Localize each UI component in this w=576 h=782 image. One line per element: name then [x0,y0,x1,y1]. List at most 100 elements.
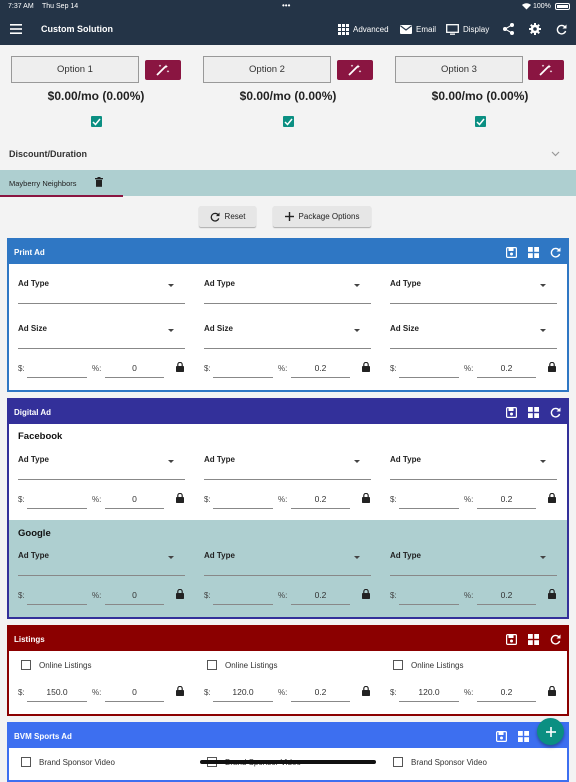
dropdown-caret-icon[interactable] [540,284,546,287]
dropdown-caret-icon[interactable] [354,460,360,463]
email-button[interactable]: Email [400,13,436,45]
ad-type-dropdown[interactable] [18,303,185,304]
online-listings-checkbox[interactable] [21,660,31,670]
dollar-input[interactable] [27,508,87,509]
lock-icon[interactable] [176,685,184,698]
refresh-icon[interactable] [550,634,561,645]
refresh-icon[interactable] [550,247,561,258]
magic-wand-button[interactable] [145,60,181,80]
lock-icon[interactable] [362,685,370,698]
lock-icon[interactable] [362,588,370,601]
menu-icon[interactable] [10,13,22,45]
display-button[interactable]: Display [446,13,489,45]
ad-type-dropdown[interactable] [390,479,557,480]
option-2-checkbox[interactable] [283,116,294,127]
lock-icon[interactable] [548,685,556,698]
dollar-input[interactable] [399,377,459,378]
ad-size-dropdown[interactable] [204,348,371,349]
percent-input[interactable] [291,377,350,378]
grid-icon[interactable] [528,246,539,258]
dropdown-caret-icon[interactable] [540,460,546,463]
dollar-input[interactable] [213,701,273,702]
lock-icon[interactable] [176,361,184,374]
discount-duration-expander[interactable]: Discount/Duration [0,139,576,170]
dropdown-caret-icon[interactable] [354,329,360,332]
percent-input[interactable] [105,377,164,378]
dropdown-caret-icon[interactable] [168,329,174,332]
ad-size-dropdown[interactable] [390,348,557,349]
percent-input[interactable] [291,701,350,702]
save-icon[interactable] [496,730,507,742]
ad-type-dropdown[interactable] [204,479,371,480]
monitor-icon [446,23,459,35]
tab-mayberry-neighbors[interactable]: Mayberry Neighbors [0,170,123,197]
percent-input[interactable] [105,604,164,605]
percent-input[interactable] [477,377,536,378]
option-1-checkbox[interactable] [91,116,102,127]
dollar-input[interactable] [213,377,273,378]
percent-input[interactable] [477,701,536,702]
reset-button[interactable]: Reset [199,206,256,227]
dropdown-caret-icon[interactable] [168,556,174,559]
dropdown-caret-icon[interactable] [540,329,546,332]
save-icon[interactable] [506,406,517,418]
grid-icon[interactable] [528,406,539,418]
dollar-input[interactable] [27,701,87,702]
percent-input[interactable] [105,508,164,509]
percent-input[interactable] [291,604,350,605]
share-icon[interactable] [503,13,514,45]
save-icon[interactable] [506,246,517,258]
dollar-input[interactable] [399,701,459,702]
grid-icon[interactable] [528,633,539,645]
lock-icon[interactable] [176,492,184,505]
advanced-button[interactable]: Advanced [338,13,389,45]
multitask-dots-icon: ••• [282,1,291,10]
lock-icon[interactable] [548,361,556,374]
dropdown-caret-icon[interactable] [540,556,546,559]
ad-type-dropdown[interactable] [390,575,557,576]
online-listings-checkbox[interactable] [393,660,403,670]
percent-input[interactable] [291,508,350,509]
save-icon[interactable] [506,633,517,645]
ad-type-dropdown[interactable] [18,575,185,576]
percent-input[interactable] [477,604,536,605]
magic-wand-button[interactable] [528,60,564,80]
ad-type-dropdown[interactable] [390,303,557,304]
package-options-button[interactable]: Package Options [273,206,371,227]
ad-size-dropdown[interactable] [18,348,185,349]
add-fab-button[interactable] [537,718,564,745]
percent-input[interactable] [105,701,164,702]
lock-icon[interactable] [548,492,556,505]
lock-icon[interactable] [362,361,370,374]
brand-sponsor-video-checkbox[interactable] [21,757,31,767]
option-2-button[interactable]: Option 2 [203,56,331,83]
online-listings-checkbox[interactable] [207,660,217,670]
dropdown-caret-icon[interactable] [168,284,174,287]
refresh-icon[interactable] [556,13,567,45]
magic-wand-button[interactable] [337,60,373,80]
dollar-input[interactable] [213,508,273,509]
trash-icon[interactable] [95,177,103,187]
refresh-icon[interactable] [550,407,561,418]
grid-icon[interactable] [518,730,529,742]
lock-icon[interactable] [548,588,556,601]
dropdown-caret-icon[interactable] [354,284,360,287]
dollar-input[interactable] [27,604,87,605]
settings-gear-icon[interactable] [529,13,541,45]
dollar-input[interactable] [213,604,273,605]
dollar-input[interactable] [399,604,459,605]
option-3-button[interactable]: Option 3 [395,56,523,83]
option-1-button[interactable]: Option 1 [11,56,139,83]
lock-icon[interactable] [176,588,184,601]
option-3-checkbox[interactable] [475,116,486,127]
dropdown-caret-icon[interactable] [354,556,360,559]
ad-type-dropdown[interactable] [204,575,371,576]
percent-input[interactable] [477,508,536,509]
dollar-input[interactable] [399,508,459,509]
lock-icon[interactable] [362,492,370,505]
ad-type-dropdown[interactable] [204,303,371,304]
ad-type-dropdown[interactable] [18,479,185,480]
brand-sponsor-video-checkbox[interactable] [393,757,403,767]
dropdown-caret-icon[interactable] [168,460,174,463]
dollar-input[interactable] [27,377,87,378]
